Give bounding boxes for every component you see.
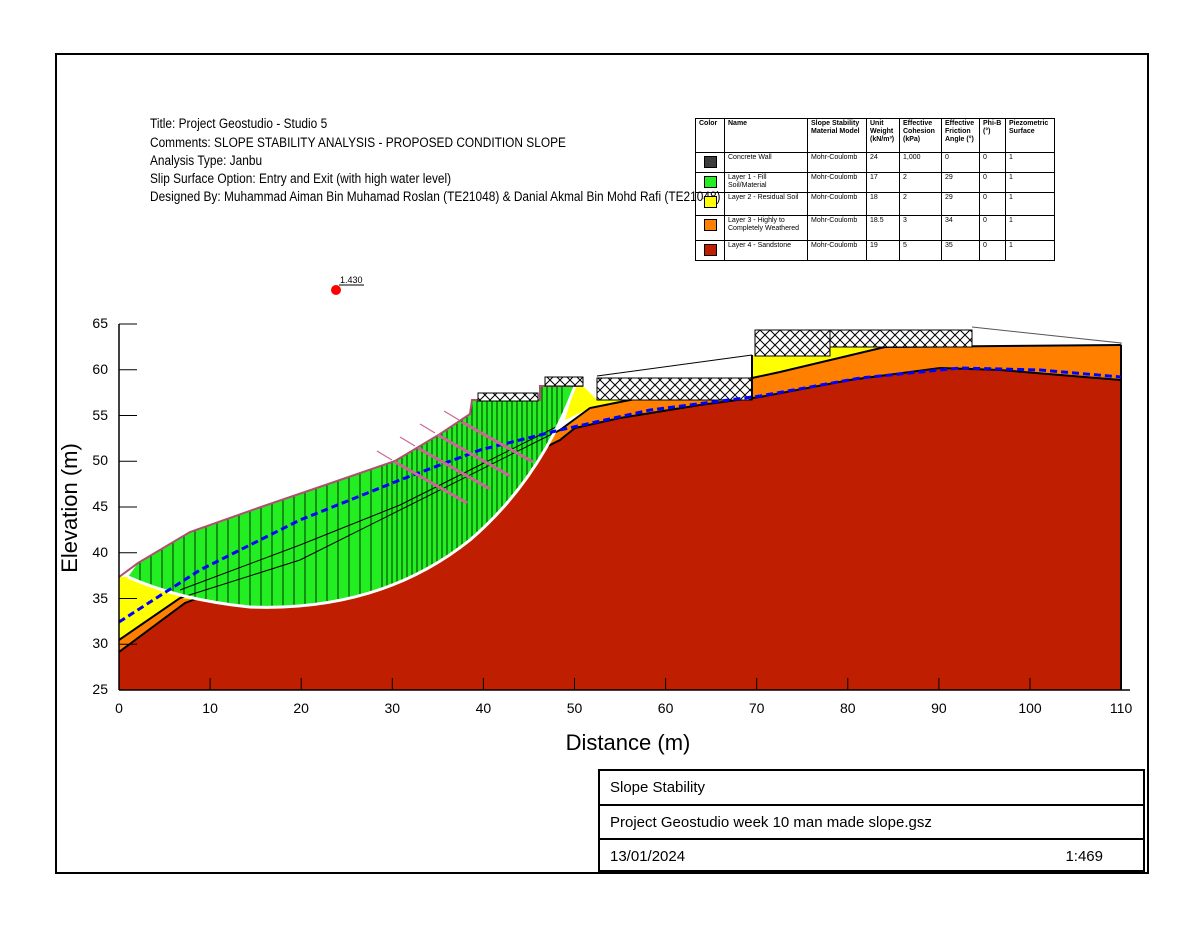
y-tick-label: 40: [92, 543, 108, 560]
slip-center-marker: [331, 285, 341, 295]
legend-phib: 0: [979, 240, 1006, 261]
slip-surface-text: Slip Surface Option: Entry and Exit (wit…: [150, 171, 452, 186]
y-tick-label: 25: [92, 681, 108, 697]
x-tick-label: 110: [1109, 700, 1133, 716]
x-tick-label: 50: [566, 700, 583, 716]
x-tick-label: 70: [748, 700, 765, 716]
legend-model: Mohr-Coulomb: [807, 192, 867, 216]
load-arrow-icon: [376, 450, 393, 461]
legend-row: Layer 3 - Highly to Completely Weathered…: [695, 215, 1055, 241]
legend-name: Layer 3 - Highly to Completely Weathered: [724, 215, 808, 241]
load-arrow-icon: [443, 410, 460, 421]
concrete-wall: [754, 329, 831, 357]
soil-nail: [437, 433, 511, 478]
layer-2-residual-mid: [565, 386, 640, 420]
scale: 1:469: [1065, 848, 1103, 865]
title-text: Title: Project Geostudio - Studio 5: [150, 116, 328, 131]
y-tick-label: 60: [92, 360, 108, 377]
concrete-wall: [596, 377, 753, 401]
x-tick-label: 20: [293, 700, 309, 716]
y-tick-label: 30: [92, 635, 108, 652]
file-name: Project Geostudio week 10 man made slope…: [610, 814, 932, 831]
concrete-wall: [477, 392, 539, 402]
x-tick-label: 80: [840, 700, 856, 716]
layer-2-residual-left: [119, 577, 250, 640]
x-tick-label: 0: [115, 700, 123, 716]
legend-color-cell: [695, 215, 725, 241]
x-tick-label: 90: [931, 700, 947, 716]
color-swatch: [704, 196, 717, 208]
legend-header-row: Color Name Slope Stability Material Mode…: [695, 118, 1055, 153]
legend-cohesion: 2: [899, 192, 942, 216]
analysis-name: Slope Stability: [610, 779, 706, 796]
y-tick-label: 50: [92, 452, 108, 469]
date: 13/01/2024: [610, 848, 686, 865]
x-tick-label: 30: [384, 700, 401, 716]
y-axis-label: Elevation (m): [57, 443, 82, 573]
critical-slip-surface: [127, 385, 577, 609]
factor-of-safety-label: 1.430: [340, 275, 363, 285]
y-tick-label: 55: [92, 406, 108, 423]
y-tick-label: 35: [92, 589, 108, 606]
load-arrow-icon: [399, 436, 416, 447]
legend-piezo: 1: [1005, 240, 1055, 261]
color-swatch: [704, 156, 717, 168]
x-axis-label: Distance (m): [565, 730, 691, 755]
color-swatch: [704, 176, 717, 188]
y-tick-label: 45: [92, 498, 108, 514]
legend-phib: 0: [979, 215, 1006, 241]
x-tick-label: 40: [475, 700, 492, 716]
legend-cohesion: 3: [899, 215, 942, 241]
load-arrow-icon: [419, 423, 436, 434]
legend-row: Layer 2 - Residual Soil Mohr-Coulomb 18 2 29…: [695, 192, 1055, 216]
soil-nail: [461, 420, 534, 464]
legend-color-cell: [695, 172, 725, 193]
x-tick-label: 60: [657, 700, 674, 716]
layer-4-sandstone: [119, 368, 1121, 690]
comments-text: Comments: SLOPE STABILITY ANALYSIS - PRO…: [150, 135, 566, 150]
legend-col-model: Slope Stability Material Model: [807, 118, 867, 153]
legend-col-friction: Effective Friction Angle (°): [941, 118, 980, 153]
legend-row: Layer 4 - Sandstone Mohr-Coulomb 19 5 35 0 1: [695, 240, 1055, 261]
sliding-mass-fill-soil: [128, 386, 575, 608]
title-block-date-scale: 13/01/2024 1:469: [598, 838, 1145, 872]
soil-nail: [417, 446, 491, 491]
analysis-type-text: Analysis Type: Janbu: [150, 153, 263, 168]
layer-3-weathered: [119, 345, 1121, 652]
concrete-wall: [829, 329, 973, 348]
title-block-file: Project Geostudio week 10 man made slope…: [598, 804, 1145, 840]
anchors: [376, 410, 534, 505]
drawing-frame: [55, 53, 1149, 874]
x-tick-label: 10: [202, 700, 218, 716]
title-block-analysis: Slope Stability: [598, 769, 1145, 806]
legend-unit-weight: 18.5: [866, 215, 900, 241]
color-swatch: [704, 244, 717, 256]
legend-friction: 29: [941, 192, 980, 216]
piezometric-line: [118, 366, 1122, 624]
ground-surface: [118, 385, 583, 578]
y-tick-label: 65: [92, 315, 108, 331]
designed-by-text: Designed By: Muhammad Aiman Bin Muhamad …: [150, 189, 721, 204]
soil-nail: [394, 460, 468, 505]
materials-legend-table: Color Name Slope Stability Material Mode…: [695, 118, 1055, 261]
color-swatch: [704, 219, 717, 231]
x-tick-label: 100: [1018, 700, 1042, 716]
concrete-wall: [544, 376, 584, 387]
